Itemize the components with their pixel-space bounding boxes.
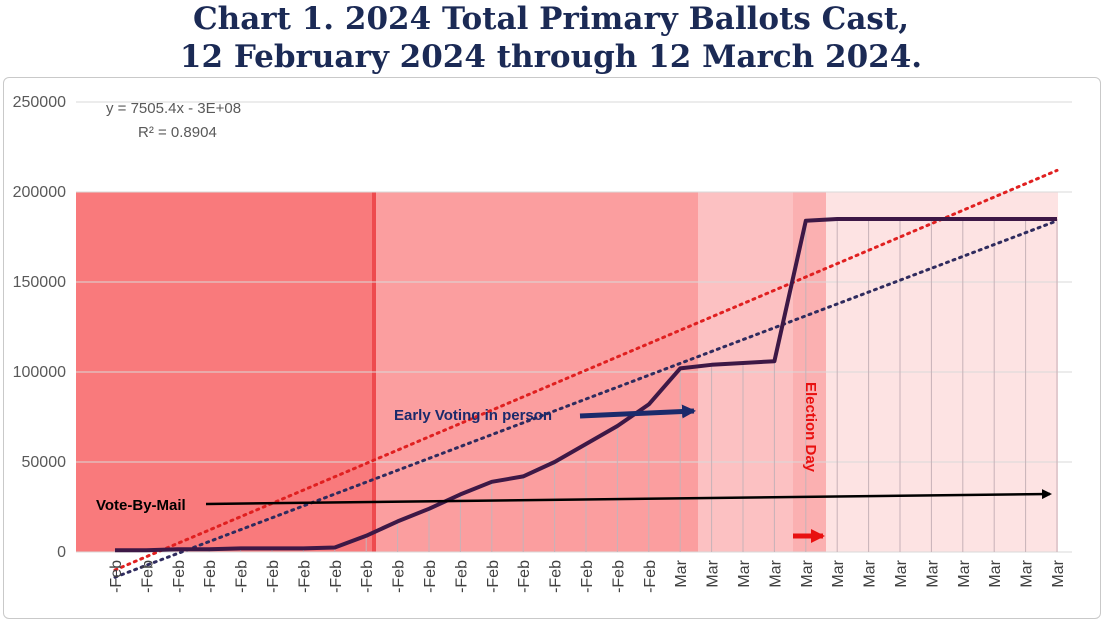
x-tick-label-17: -Feb	[642, 560, 659, 593]
x-tick-label-5: -Feb	[265, 560, 282, 593]
trendline-equation: y = 7505.4x - 3E+08	[106, 100, 241, 117]
y-tick-label-2: 100000	[13, 364, 66, 381]
x-tick-label-26: Mar	[924, 559, 941, 587]
x-tick-label-28: Mar	[987, 559, 1004, 587]
x-tick-label-15: -Feb	[579, 560, 596, 593]
y-tick-label-5: 250000	[13, 94, 66, 111]
x-tick-label-29: Mar	[1019, 559, 1036, 587]
x-tick-label-21: Mar	[767, 559, 784, 587]
x-tick-label-3: -Feb	[202, 560, 219, 593]
x-tick-label-7: -Feb	[328, 560, 345, 593]
election-day-label: Election Day	[802, 382, 819, 473]
x-tick-label-6: -Feb	[296, 560, 313, 593]
x-tick-label-18: Mar	[673, 559, 690, 587]
x-tick-label-23: Mar	[830, 559, 847, 587]
x-tick-label-13: -Feb	[516, 560, 533, 593]
x-tick-label-12: -Feb	[485, 560, 502, 593]
x-tick-label-11: -Feb	[453, 560, 470, 593]
x-tick-label-30: Mar	[1050, 559, 1067, 587]
x-tick-label-10: -Feb	[422, 560, 439, 593]
x-tick-label-25: Mar	[893, 559, 910, 587]
x-tick-label-8: -Feb	[359, 560, 376, 593]
x-tick-label-27: Mar	[956, 559, 973, 587]
y-tick-label-4: 200000	[13, 184, 66, 201]
x-tick-label-2: -Feb	[171, 560, 188, 593]
trendline-r-squared: R² = 0.8904	[138, 124, 217, 141]
x-tick-label-0: -Feb	[108, 560, 125, 593]
x-tick-label-4: -Feb	[234, 560, 251, 593]
y-tick-label-3: 150000	[13, 274, 66, 291]
x-tick-label-14: -Feb	[548, 560, 565, 593]
vote-by-mail-label: Vote-By-Mail	[96, 497, 186, 514]
x-tick-label-16: -Feb	[610, 560, 627, 593]
x-tick-label-24: Mar	[862, 559, 879, 587]
x-tick-label-1: -Feb	[139, 560, 156, 593]
x-tick-label-19: Mar	[705, 559, 722, 587]
early-voting-label: Early Voting in person	[394, 407, 552, 424]
x-tick-label-9: -Feb	[391, 560, 408, 593]
x-tick-label-22: Mar	[799, 559, 816, 587]
x-tick-label-20: Mar	[736, 559, 753, 587]
y-tick-label-1: 50000	[22, 454, 67, 471]
y-tick-label-0: 0	[57, 544, 66, 561]
